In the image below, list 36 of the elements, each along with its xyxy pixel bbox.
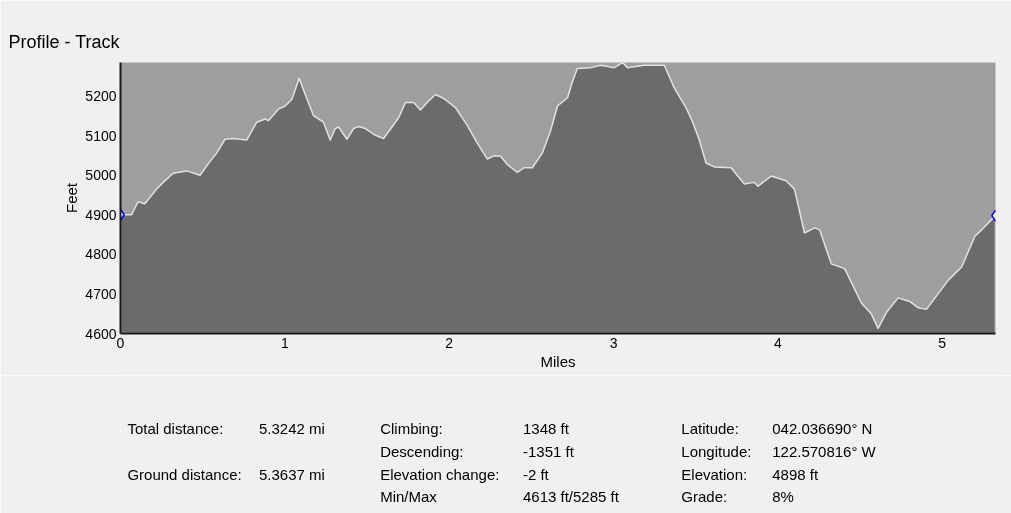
x-tick-label: 4 [773, 334, 782, 351]
x-tick-label: 1 [280, 334, 289, 351]
y-axis-title: Feet [63, 182, 81, 214]
text: Climbing: [380, 420, 443, 437]
x-tick-label: 2 [445, 334, 454, 351]
text: 5.3637 mi [258, 466, 325, 483]
text: Grade: [681, 488, 728, 505]
text: -1351 ft [522, 443, 575, 460]
x-tick-label: 3 [609, 334, 618, 351]
y-tick-label: 4600 [85, 325, 117, 342]
text: Elevation change: [380, 466, 500, 483]
text: 8% [772, 488, 794, 505]
text: 122.570816° W [772, 443, 877, 460]
chart-title: Profile - Track [8, 31, 121, 52]
text: Ground distance: [127, 466, 242, 483]
text: 4613 ft/5285 ft [522, 488, 620, 505]
text: Elevation: [681, 466, 748, 483]
y-tick-label: 5100 [85, 127, 117, 144]
text: 5.3242 mi [258, 420, 325, 437]
text: Longitude: [681, 443, 752, 460]
x-axis-title: Miles [540, 352, 576, 370]
text: -2 ft [522, 466, 550, 483]
text: Min/Max [380, 488, 438, 505]
text: Latitude: [681, 420, 739, 437]
text: 4898 ft [772, 466, 819, 483]
y-tick-label: 5000 [85, 167, 117, 184]
y-tick-label: 4800 [85, 246, 117, 263]
x-tick-label: 5 [938, 334, 947, 351]
x-tick-label: 0 [116, 334, 125, 351]
text: 042.036690° N [772, 420, 873, 437]
text: Descending: [380, 443, 464, 460]
text: 1348 ft [522, 420, 570, 437]
y-tick-label: 4900 [85, 206, 117, 223]
text: Total distance: [127, 420, 224, 437]
y-tick-label: 4700 [85, 285, 117, 302]
y-tick-label: 5200 [85, 88, 117, 105]
